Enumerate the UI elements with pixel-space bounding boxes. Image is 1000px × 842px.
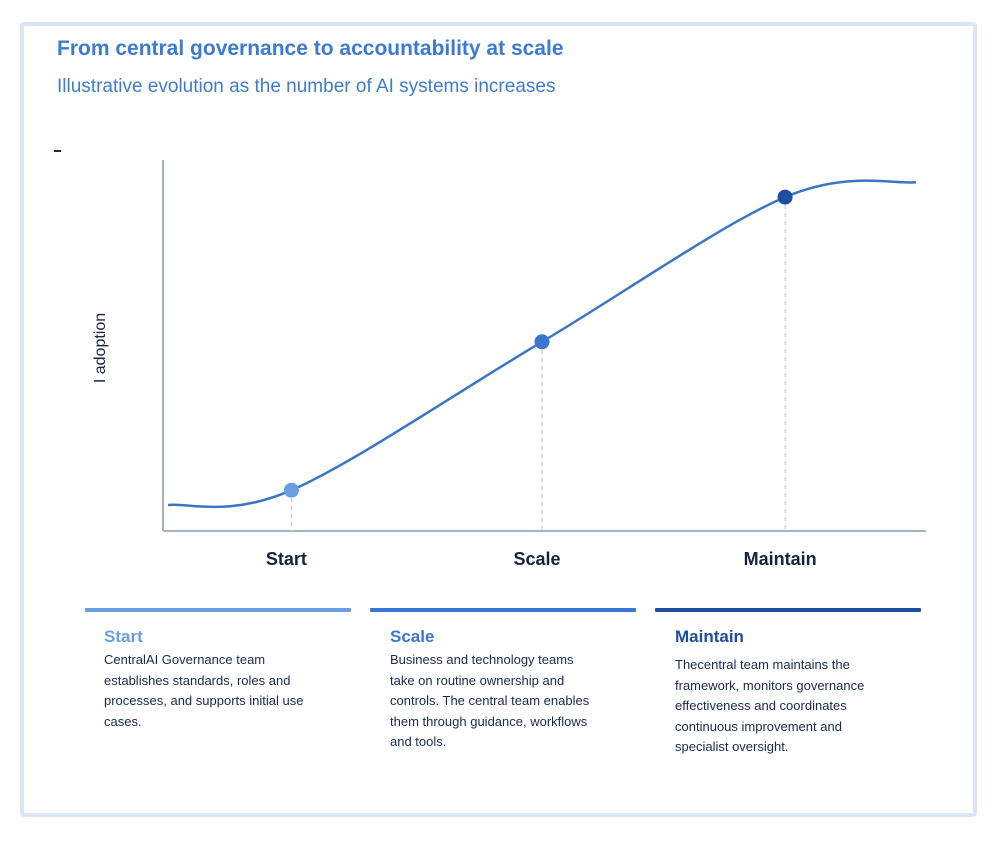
chart-card: [20, 22, 977, 817]
dash-mark: [54, 150, 61, 152]
phase-text-start: CentralAI Governance team establishes st…: [104, 652, 304, 729]
data-point-maintain: [777, 189, 793, 205]
phase-text-maintain: Thecentral team maintains the framework,…: [675, 657, 865, 754]
x-tick-label-scale: Scale: [513, 549, 560, 569]
x-tick-label-start: Start: [266, 549, 307, 569]
x-tick-label-maintain: Maintain: [744, 549, 817, 569]
phase-bar-scale: [370, 608, 636, 612]
phase-bar-maintain: [655, 608, 921, 612]
data-point-start: [283, 482, 299, 498]
chart-title: From central governance to accountabilit…: [57, 37, 564, 60]
data-point-scale: [534, 334, 550, 350]
phase-title-maintain: Maintain: [675, 627, 744, 646]
phase-text-scale: Business and technology teams take on ro…: [390, 652, 590, 749]
phase-title-start: Start: [104, 627, 143, 646]
phase-title-scale: Scale: [390, 627, 435, 646]
chart-subtitle: Illustrative evolution as the number of …: [57, 76, 556, 97]
phase-bar-start: [85, 608, 351, 612]
